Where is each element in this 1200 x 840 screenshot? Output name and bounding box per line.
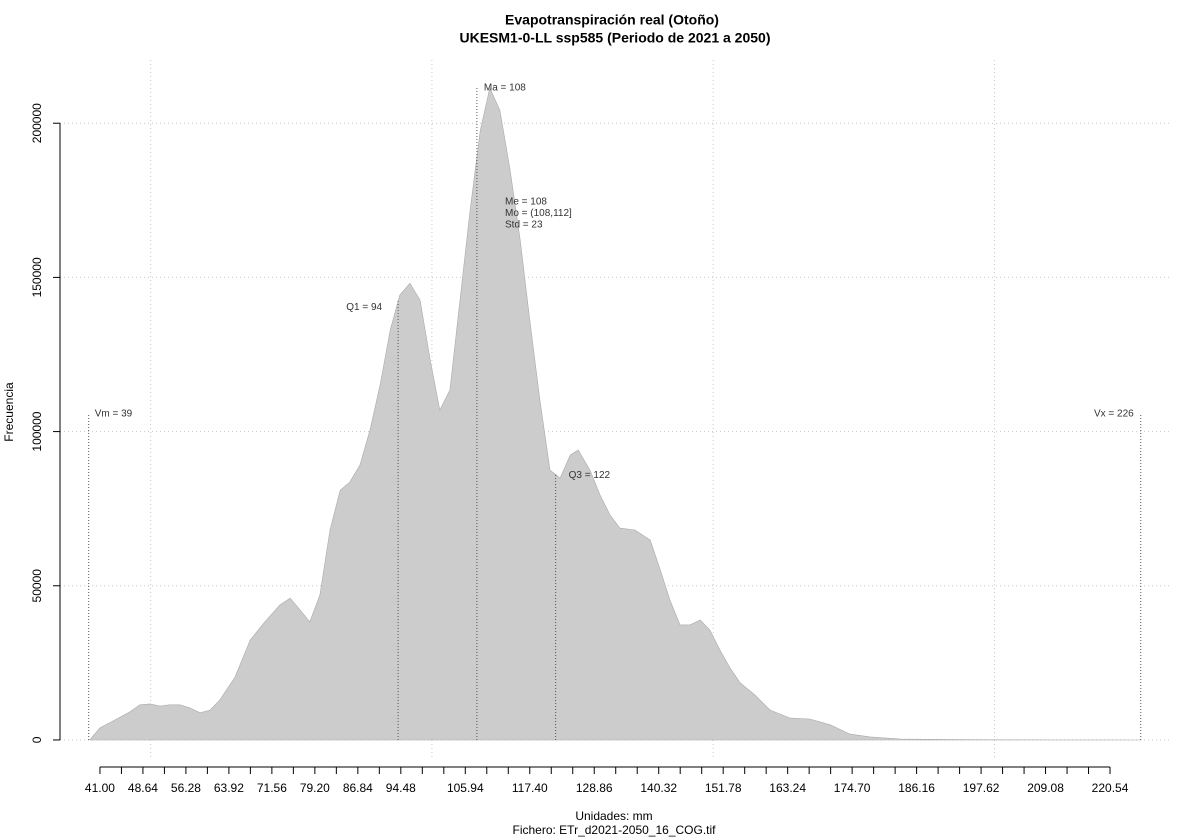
x-tick-label: 86.84 (343, 781, 373, 795)
y-tick-label: 0 (30, 736, 44, 743)
x-tick-label: 174.70 (834, 781, 871, 795)
y-tick-label: 200000 (30, 103, 44, 143)
x-tick-label: 128.86 (576, 781, 613, 795)
stat-label: Std = 23 (505, 220, 543, 231)
density-area (89, 87, 1141, 741)
x-tick-label: 48.64 (128, 781, 158, 795)
y-tick-label: 100000 (30, 411, 44, 451)
annotation-label: Q1 = 94 (346, 302, 382, 313)
stat-label: Me = 108 (505, 197, 547, 208)
x-tick-label: 163.24 (769, 781, 806, 795)
x-tick-label: 220.54 (1092, 781, 1129, 795)
x-tick-label: 151.78 (705, 781, 742, 795)
annotation-label: Vx = 226 (1094, 409, 1134, 420)
y-tick-label: 50000 (30, 569, 44, 603)
x-tick-label: 63.92 (214, 781, 244, 795)
x-tick-label: 79.20 (300, 781, 330, 795)
x-tick-label: 105.94 (447, 781, 484, 795)
x-tick-label: 56.28 (171, 781, 201, 795)
x-tick-label: 71.56 (257, 781, 287, 795)
x-tick-label: 117.40 (512, 781, 548, 795)
x-axis-label: Unidades: mm (575, 809, 652, 823)
footer: Fichero: ETr_d2021-2050_16_COG.tif (513, 823, 717, 837)
y-tick-label: 150000 (30, 257, 44, 297)
annotation-label: Vm = 39 (95, 409, 133, 420)
chart-title: Evapotranspiración real (Otoño) (505, 12, 719, 28)
x-tick-label: 209.08 (1027, 781, 1064, 795)
x-tick-label: 41.00 (85, 781, 115, 795)
annotation-label: Q3 = 122 (569, 470, 611, 481)
chart-subtitle: UKESM1-0-LL ssp585 (Periodo de 2021 a 20… (460, 30, 771, 46)
x-tick-label: 186.16 (898, 781, 935, 795)
x-tick-label: 197.62 (963, 781, 1000, 795)
stat-label: Mo = (108,112] (505, 208, 572, 219)
annotation-label: Ma = 108 (484, 83, 526, 94)
x-tick-label: 94.48 (386, 781, 416, 795)
x-tick-label: 140.32 (640, 781, 677, 795)
y-axis-label: Frecuencia (2, 382, 16, 442)
